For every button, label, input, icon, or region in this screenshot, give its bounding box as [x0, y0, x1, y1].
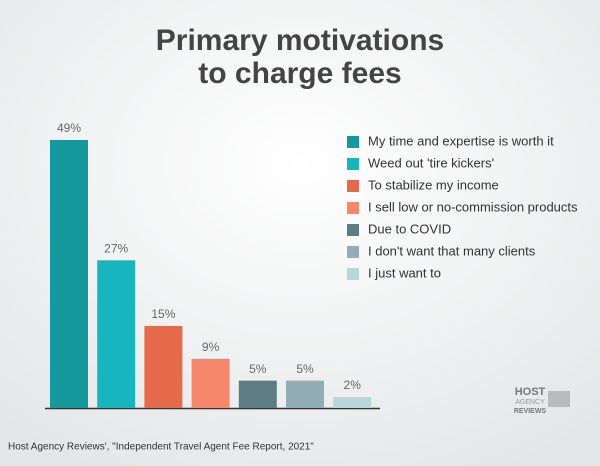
value-label: 5% — [296, 362, 314, 376]
legend-label: To stabilize my income — [368, 177, 499, 192]
legend-label: Due to COVID — [368, 221, 451, 236]
legend-swatch — [347, 202, 359, 214]
logo: HOST AGENCY REVIEWS — [514, 386, 570, 415]
bar — [191, 358, 230, 408]
logo-mark — [548, 391, 570, 407]
legend-swatch — [347, 246, 359, 258]
legend-swatch — [347, 224, 359, 236]
chart-title: Primary motivations — [156, 24, 444, 57]
value-label: 15% — [151, 307, 175, 321]
value-label: 2% — [344, 378, 362, 392]
legend-label: My time and expertise is worth it — [368, 133, 554, 148]
legend-label: I don't want that many clients — [368, 243, 536, 258]
logo-text: AGENCY — [515, 399, 545, 406]
bar — [333, 397, 372, 408]
logo-text: REVIEWS — [514, 408, 547, 415]
legend-label: Weed out 'tire kickers' — [368, 155, 494, 170]
legend-swatch — [347, 268, 359, 280]
value-label: 9% — [202, 340, 220, 354]
bar — [50, 139, 88, 408]
logo-text: HOST — [515, 386, 546, 398]
legend-swatch — [347, 136, 359, 148]
chart-title: to charge fees — [198, 57, 401, 90]
legend-label: I just want to — [368, 265, 441, 280]
bar — [144, 325, 183, 408]
source: Host Agency Reviews', "Independent Trave… — [8, 442, 314, 453]
legend-swatch — [347, 180, 359, 192]
value-label: 27% — [104, 241, 128, 255]
bar — [238, 380, 277, 408]
value-label: 49% — [57, 121, 81, 135]
bar — [97, 260, 136, 408]
legend-label: I sell low or no-commission products — [368, 199, 578, 214]
bar — [286, 380, 324, 408]
value-label: 5% — [249, 362, 267, 376]
legend-swatch — [347, 158, 359, 170]
